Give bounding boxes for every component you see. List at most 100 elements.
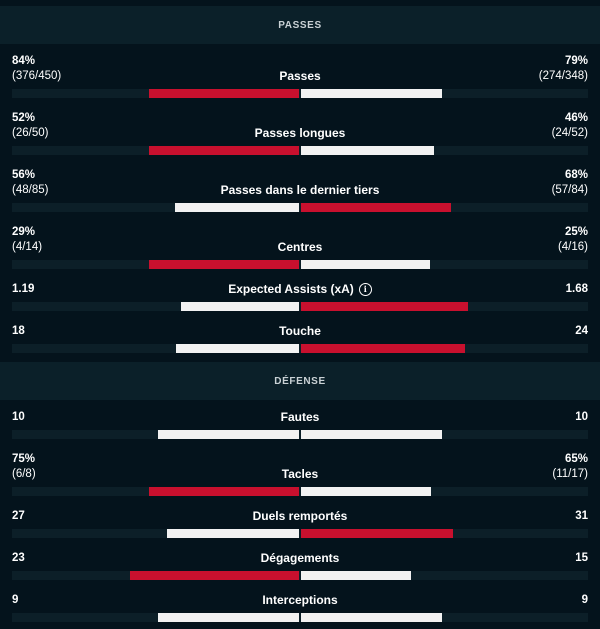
away-value: 1.68 (566, 282, 588, 297)
comparison-bar (12, 613, 588, 622)
away-primary-value: 10 (575, 411, 588, 423)
away-bar (301, 260, 430, 269)
away-fraction: (11/17) (552, 468, 588, 480)
stat-label-text: Duels remportés (252, 509, 348, 523)
away-bar (301, 344, 465, 353)
home-primary-value: 9 (12, 594, 19, 606)
home-bar (176, 344, 299, 353)
stat-label-text: Fautes (280, 410, 320, 424)
stat-row: 84% (376/450) 79% (274/348) Passes (0, 54, 600, 98)
stat-row: 1.19 1.68 Expected Assists (xA) i (0, 282, 600, 311)
comparison-bar (12, 529, 588, 538)
away-primary-value: 24 (575, 325, 588, 337)
away-primary-value: 1.68 (565, 283, 588, 295)
comparison-bar (12, 487, 588, 496)
section-header: PASSES (0, 6, 600, 44)
away-bar (301, 487, 431, 496)
home-bar (149, 487, 299, 496)
stat-values: 52% (26/50) 46% (24/52) Passes longues (12, 111, 588, 141)
section-header: DÉFENSE (0, 362, 600, 400)
home-value: 29% (4/14) (12, 225, 588, 255)
away-bar (301, 613, 442, 622)
home-bar (181, 302, 299, 311)
stat-row: 29% (4/14) 25% (4/16) Centres (0, 225, 600, 269)
home-primary-value: 52% (12, 112, 36, 124)
stat-label: Interceptions (12, 593, 588, 608)
away-bar (301, 146, 434, 155)
away-value: 24 (575, 324, 588, 339)
away-value: 46% (24/52) (552, 111, 588, 141)
away-primary-value: 79% (564, 55, 588, 67)
stat-row: 9 9 Interceptions (0, 593, 600, 622)
away-value: 9 (582, 593, 588, 608)
away-value: 68% (57/84) (552, 168, 588, 198)
away-value: 15 (575, 551, 588, 566)
away-value: 10 (575, 410, 588, 425)
home-primary-value: 18 (12, 325, 25, 337)
stat-label: Dégagements (12, 551, 588, 566)
home-value: 10 (12, 410, 588, 425)
stat-label: Expected Assists (xA) i (12, 282, 588, 297)
home-bar (158, 430, 299, 439)
home-fraction: (48/85) (12, 184, 49, 196)
home-bar (149, 260, 299, 269)
comparison-bar (12, 430, 588, 439)
home-bar (158, 613, 299, 622)
away-primary-value: 9 (581, 594, 588, 606)
home-fraction: (376/450) (12, 70, 62, 82)
comparison-bar (12, 571, 588, 580)
stat-label: Tacles (12, 467, 588, 482)
stat-row: 23 15 Dégagements (0, 551, 600, 580)
stat-label: Passes longues (12, 126, 588, 141)
stat-label: Touche (12, 324, 588, 339)
stat-row: 27 31 Duels remportés (0, 509, 600, 538)
home-primary-value: 75% (12, 453, 36, 465)
stat-label: Centres (12, 240, 588, 255)
stat-label-text: Centres (277, 240, 323, 254)
home-primary-value: 23 (12, 552, 25, 564)
stat-label-text: Expected Assists (xA) (228, 282, 354, 296)
stat-label-text: Touche (279, 324, 321, 338)
away-value: 79% (274/348) (539, 54, 588, 84)
stat-row: 56% (48/85) 68% (57/84) Passes dans le derni… (0, 168, 600, 212)
comparison-bar (12, 146, 588, 155)
away-primary-value: 65% (564, 453, 588, 465)
away-fraction: (274/348) (538, 70, 588, 82)
away-bar (301, 302, 468, 311)
comparison-bar (12, 344, 588, 353)
stat-values: 9 9 Interceptions (12, 593, 588, 608)
home-value: 27 (12, 509, 588, 524)
stat-label-text: Dégagements (260, 551, 340, 565)
away-bar (301, 89, 442, 98)
info-icon[interactable]: i (358, 283, 372, 296)
away-value: 65% (11/17) (552, 452, 588, 482)
home-value: 1.19 (12, 282, 588, 297)
home-primary-value: 29% (12, 226, 36, 238)
stat-label: Passes (12, 69, 588, 84)
stat-label-text: Passes (279, 69, 321, 83)
stat-label-text: Tacles (281, 467, 319, 481)
stat-row: 52% (26/50) 46% (24/52) Passes longues (0, 111, 600, 155)
comparison-bar (12, 302, 588, 311)
home-value: 56% (48/85) (12, 168, 588, 198)
stat-row: 10 10 Fautes (0, 410, 600, 439)
home-primary-value: 10 (12, 411, 25, 423)
stat-row: 75% (6/8) 65% (11/17) Tacles (0, 452, 600, 496)
home-primary-value: 27 (12, 510, 25, 522)
stat-label-text: Interceptions (262, 593, 338, 607)
home-value: 52% (26/50) (12, 111, 588, 141)
stat-label: Passes dans le dernier tiers (12, 183, 588, 198)
away-fraction: (4/16) (557, 241, 588, 253)
stat-values: 56% (48/85) 68% (57/84) Passes dans le derni… (12, 168, 588, 198)
stat-values: 18 24 Touche (12, 324, 588, 339)
away-primary-value: 68% (564, 169, 588, 181)
stat-label: Duels remportés (12, 509, 588, 524)
home-primary-value: 1.19 (12, 283, 35, 295)
home-bar (149, 146, 299, 155)
home-fraction: (6/8) (12, 468, 36, 480)
stat-row: 18 24 Touche (0, 324, 600, 353)
stat-values: 84% (376/450) 79% (274/348) Passes (12, 54, 588, 84)
stat-values: 75% (6/8) 65% (11/17) Tacles (12, 452, 588, 482)
away-primary-value: 25% (564, 226, 588, 238)
